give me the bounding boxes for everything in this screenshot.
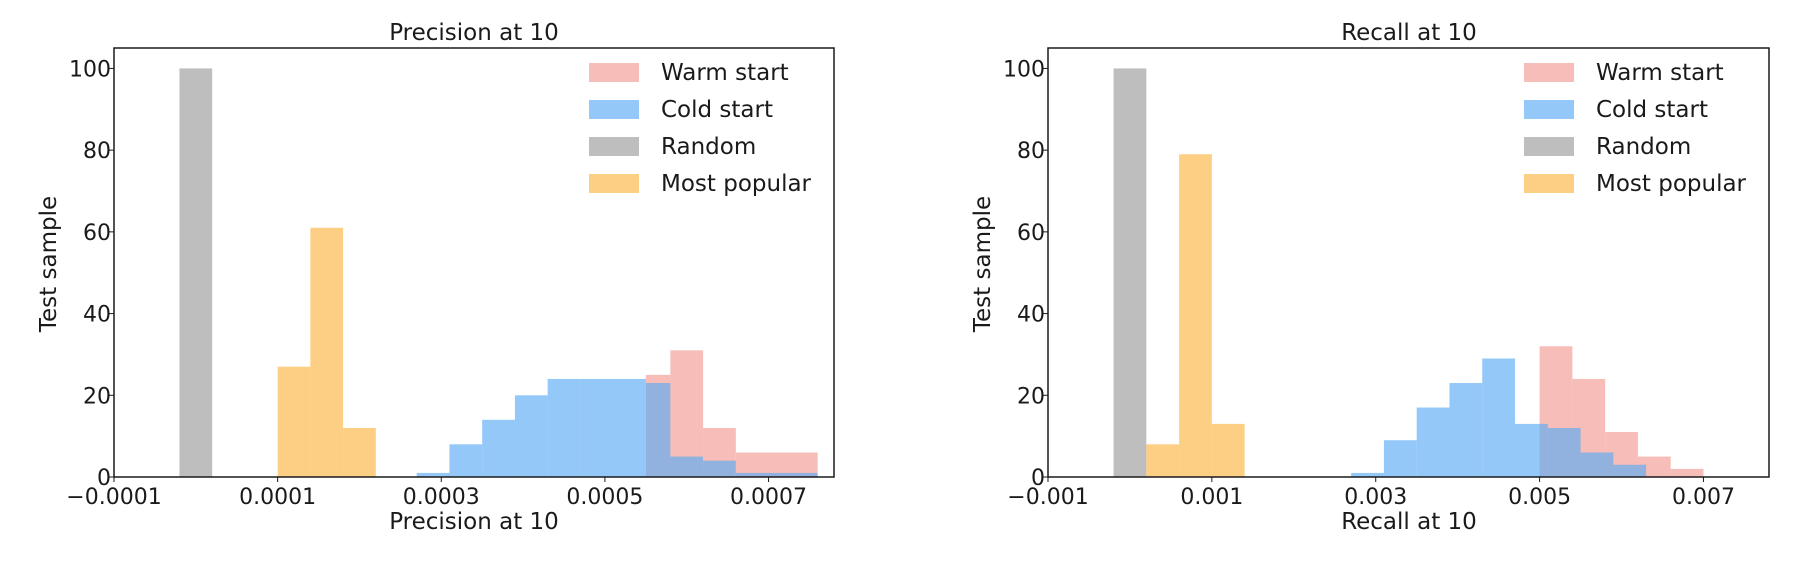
recall-bar-cold-start-7: [1580, 452, 1614, 477]
precision-legend-label-random: Random: [661, 134, 756, 160]
recall-y-axis-label: Test sample: [970, 196, 996, 333]
recall-y-tick-label: 60: [1017, 221, 1045, 246]
precision-x-tick-label: 0.0005: [566, 485, 643, 510]
recall-x-tick-label: 0.003: [1344, 485, 1407, 510]
recall-y-tick-label: 80: [1017, 139, 1045, 164]
precision-y-tick-label: 40: [83, 303, 111, 328]
recall-legend-label-cold-start: Cold start: [1596, 97, 1708, 123]
precision-x-axis-label: Precision at 10: [389, 509, 559, 535]
recall-bar-cold-start-6: [1547, 427, 1581, 477]
precision-legend-label-cold-start: Cold start: [661, 97, 773, 123]
precision-bar-cold-start-4: [547, 378, 581, 477]
precision-bars: [179, 68, 818, 478]
recall-legend-label-warm-start: Warm start: [1596, 60, 1724, 86]
recall-y-tick-label: 0: [1031, 466, 1045, 491]
precision-bar-cold-start-3: [514, 395, 548, 477]
precision-bar-cold-start-5: [580, 378, 646, 477]
recall-x-tick-label: 0.007: [1672, 485, 1735, 510]
recall-x-tick-label: 0.001: [1180, 485, 1243, 510]
recall-y-tick-label: 20: [1017, 384, 1045, 409]
precision-bar-cold-start-7: [670, 456, 704, 477]
precision-bar-warm-start-1: [670, 350, 704, 477]
precision-bar-most-popular-1: [310, 227, 344, 477]
recall-legend-label-most-popular: Most popular: [1596, 171, 1747, 197]
precision-y-tick-label: 80: [83, 139, 111, 164]
precision-y-tick-label: 20: [83, 384, 111, 409]
precision-legend: Warm start Cold start Random Most popular: [589, 60, 812, 197]
precision-x-tick-label: 0.0003: [403, 485, 480, 510]
recall-bar-random-0: [1113, 68, 1147, 478]
recall-bar-most-popular-2: [1211, 423, 1245, 477]
recall-x-tick-label: −0.001: [1007, 485, 1088, 510]
precision-bar-cold-start-1: [449, 444, 483, 477]
precision-y-tick-label: 100: [69, 57, 111, 82]
precision-legend-swatch-random: [589, 137, 639, 156]
recall-legend-label-random: Random: [1596, 134, 1691, 160]
precision-bar-cold-start-8: [703, 460, 736, 477]
recall-chart-title: Recall at 10: [1341, 20, 1477, 46]
recall-y-tick-label: 100: [1003, 57, 1045, 82]
precision-bar-cold-start-0: [416, 472, 450, 477]
recall-legend-swatch-warm-start: [1524, 63, 1574, 82]
recall-legend: Warm start Cold start Random Most popular: [1524, 60, 1747, 197]
precision-y-axis-label: Test sample: [36, 196, 62, 333]
recall-y-tick-label: 40: [1017, 303, 1045, 328]
recall-bar-most-popular-0: [1146, 444, 1180, 477]
recall-bar-cold-start-4: [1482, 358, 1516, 477]
precision-x-tick-label: −0.0001: [66, 485, 161, 510]
recall-legend-swatch-most-popular: [1524, 174, 1574, 193]
precision-y-tick-label: 0: [97, 466, 111, 491]
precision-x-tick-label: 0.0007: [730, 485, 807, 510]
recall-panel: Recall at 10 Test sample Recall at 10 0 2…: [970, 20, 1770, 535]
precision-axes-frame: [113, 47, 835, 478]
recall-bar-warm-start-4: [1670, 468, 1704, 477]
precision-x-tick-label: 0.0001: [239, 485, 316, 510]
precision-y-tick-label: 60: [83, 221, 111, 246]
precision-panel: Precision at 10 Test sample Precision at…: [36, 20, 835, 535]
recall-bar-cold-start-1: [1383, 440, 1417, 477]
precision-legend-label-most-popular: Most popular: [661, 171, 812, 197]
precision-bar-cold-start-6: [645, 383, 671, 477]
precision-legend-label-warm-start: Warm start: [661, 60, 789, 86]
recall-bar-cold-start-0: [1351, 472, 1384, 477]
precision-bar-cold-start-2: [482, 419, 515, 477]
recall-bar-cold-start-5: [1515, 423, 1548, 477]
recall-x-tick-label: 0.005: [1508, 485, 1571, 510]
recall-legend-swatch-cold-start: [1524, 100, 1574, 119]
precision-bar-random-0: [179, 68, 213, 478]
recall-x-axis-label: Recall at 10: [1341, 509, 1477, 535]
precision-chart-title: Precision at 10: [389, 20, 559, 46]
precision-legend-swatch-warm-start: [589, 63, 639, 82]
recall-bar-most-popular-1: [1179, 154, 1212, 478]
recall-legend-swatch-random: [1524, 137, 1574, 156]
precision-bar-cold-start-9: [735, 472, 818, 477]
recall-bar-warm-start-3: [1637, 456, 1671, 477]
precision-bar-most-popular-0: [277, 366, 311, 477]
recall-bars: [1113, 68, 1704, 478]
recall-bar-cold-start-3: [1449, 383, 1483, 477]
recall-bar-cold-start-2: [1416, 407, 1450, 477]
precision-legend-swatch-cold-start: [589, 100, 639, 119]
recall-bar-cold-start-8: [1613, 464, 1647, 477]
recall-axes-frame: [1047, 47, 1770, 478]
precision-bar-most-popular-2: [343, 427, 376, 477]
precision-legend-swatch-most-popular: [589, 174, 639, 193]
